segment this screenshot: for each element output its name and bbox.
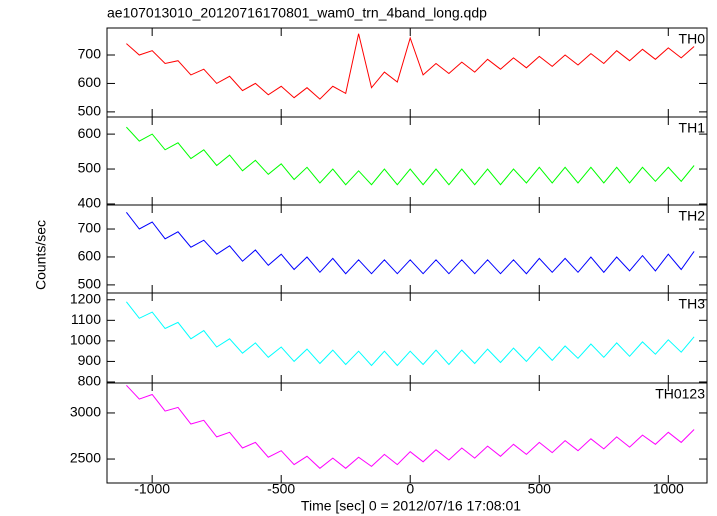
y-tick-label: 600 bbox=[78, 74, 102, 90]
y-tick-label: 400 bbox=[78, 195, 102, 211]
y-tick-label: 500 bbox=[78, 276, 102, 292]
series-label: TH0 bbox=[679, 31, 706, 47]
panel-frame bbox=[106, 292, 708, 384]
series-line bbox=[126, 211, 695, 275]
y-tick-label: 1000 bbox=[70, 332, 101, 348]
y-tick-label: 900 bbox=[78, 352, 102, 368]
series-line bbox=[126, 126, 695, 186]
x-tick-label: 1000 bbox=[653, 481, 684, 497]
series-label: TH0123 bbox=[655, 386, 705, 402]
panel-frame bbox=[106, 204, 708, 294]
y-tick-label: 800 bbox=[78, 373, 102, 389]
y-tick-label: 1200 bbox=[70, 290, 101, 306]
series-line bbox=[126, 33, 695, 100]
series-label: TH3 bbox=[679, 296, 706, 312]
y-tick-label: 2500 bbox=[70, 450, 101, 466]
x-tick-label: 0 bbox=[406, 481, 414, 497]
x-axis-label: Time [sec] 0 = 2012/07/16 17:08:01 bbox=[301, 498, 521, 514]
series-line bbox=[126, 384, 695, 469]
panel-frame bbox=[106, 382, 708, 484]
x-tick-label: 500 bbox=[528, 481, 552, 497]
y-tick-label: 600 bbox=[78, 125, 102, 141]
y-tick-label: 3000 bbox=[70, 404, 101, 420]
y-tick-label: 600 bbox=[78, 248, 102, 264]
y-tick-label: 1100 bbox=[71, 311, 101, 327]
y-axis-label: Counts/sec bbox=[33, 220, 49, 290]
x-tick-label: -1000 bbox=[134, 481, 170, 497]
series-label: TH2 bbox=[679, 208, 706, 224]
y-tick-label: 700 bbox=[78, 46, 102, 62]
series-label: TH1 bbox=[679, 120, 706, 136]
y-tick-label: 700 bbox=[78, 220, 102, 236]
x-tick-label: -500 bbox=[267, 481, 295, 497]
series-line bbox=[126, 301, 695, 367]
y-tick-label: 500 bbox=[78, 160, 102, 176]
chart-title: ae107013010_20120716170801_wam0_trn_4ban… bbox=[107, 5, 487, 21]
panel-frame bbox=[106, 116, 708, 206]
y-tick-label: 500 bbox=[78, 103, 102, 119]
